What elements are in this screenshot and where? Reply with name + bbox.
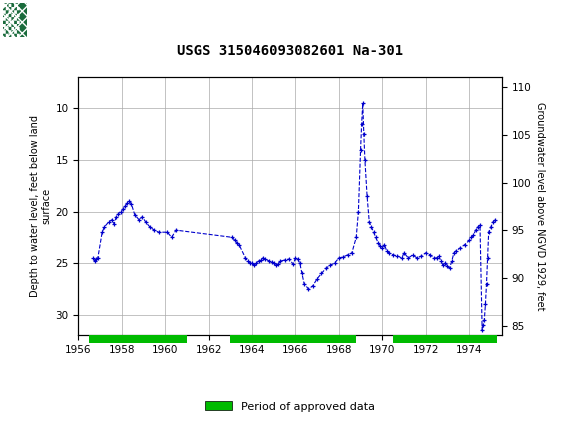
Legend: Period of approved data: Period of approved data — [200, 397, 380, 416]
Bar — [393, 335, 498, 343]
Text: ▒: ▒ — [3, 3, 20, 37]
FancyBboxPatch shape — [3, 3, 52, 37]
Bar — [230, 335, 356, 343]
Y-axis label: Depth to water level, feet below land
surface: Depth to water level, feet below land su… — [30, 115, 51, 298]
FancyBboxPatch shape — [3, 3, 27, 37]
Text: USGS 315046093082601 Na-301: USGS 315046093082601 Na-301 — [177, 44, 403, 58]
Y-axis label: Groundwater level above NGVD 1929, feet: Groundwater level above NGVD 1929, feet — [535, 102, 545, 310]
Bar — [89, 335, 187, 343]
Text: USGS: USGS — [26, 10, 86, 30]
